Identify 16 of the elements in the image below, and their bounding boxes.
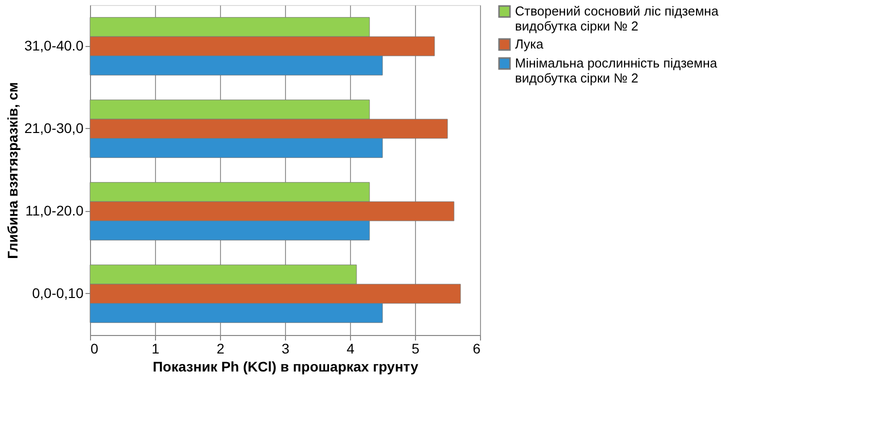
y-tick-label: 31,0-40.0 — [24, 37, 84, 54]
y-axis-title: Глибина взятязразків, см — [4, 82, 20, 259]
y-tick-label: 0,0-0,10 — [32, 284, 84, 301]
x-tick-label: 1 — [152, 340, 160, 356]
x-tick-label: 2 — [216, 340, 225, 356]
legend-label: Мінімальна рослинність підземна видобутка сірки № 2 — [515, 56, 718, 86]
legend-label: Лука — [515, 36, 544, 52]
x-tick-label: 6 — [472, 340, 481, 356]
x-tick-label: 4 — [346, 340, 355, 356]
x-tick-label: 3 — [282, 340, 290, 356]
y-tick-label: 21,0-30,0 — [24, 120, 84, 136]
x-tick-label: 5 — [412, 340, 420, 356]
legend-label: Створений сосновий ліс підземна видобутка сірки № 2 — [515, 4, 720, 34]
x-tick-label: 0 — [90, 340, 98, 356]
x-axis-title: Показник Ph (KCl) в прошарках грунту — [152, 358, 418, 374]
y-tick-label: 11,0-20.0 — [25, 202, 84, 218]
